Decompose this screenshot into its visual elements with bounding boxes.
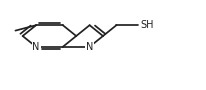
Text: N: N <box>32 42 40 52</box>
Text: N: N <box>86 42 93 52</box>
Text: SH: SH <box>140 20 154 30</box>
